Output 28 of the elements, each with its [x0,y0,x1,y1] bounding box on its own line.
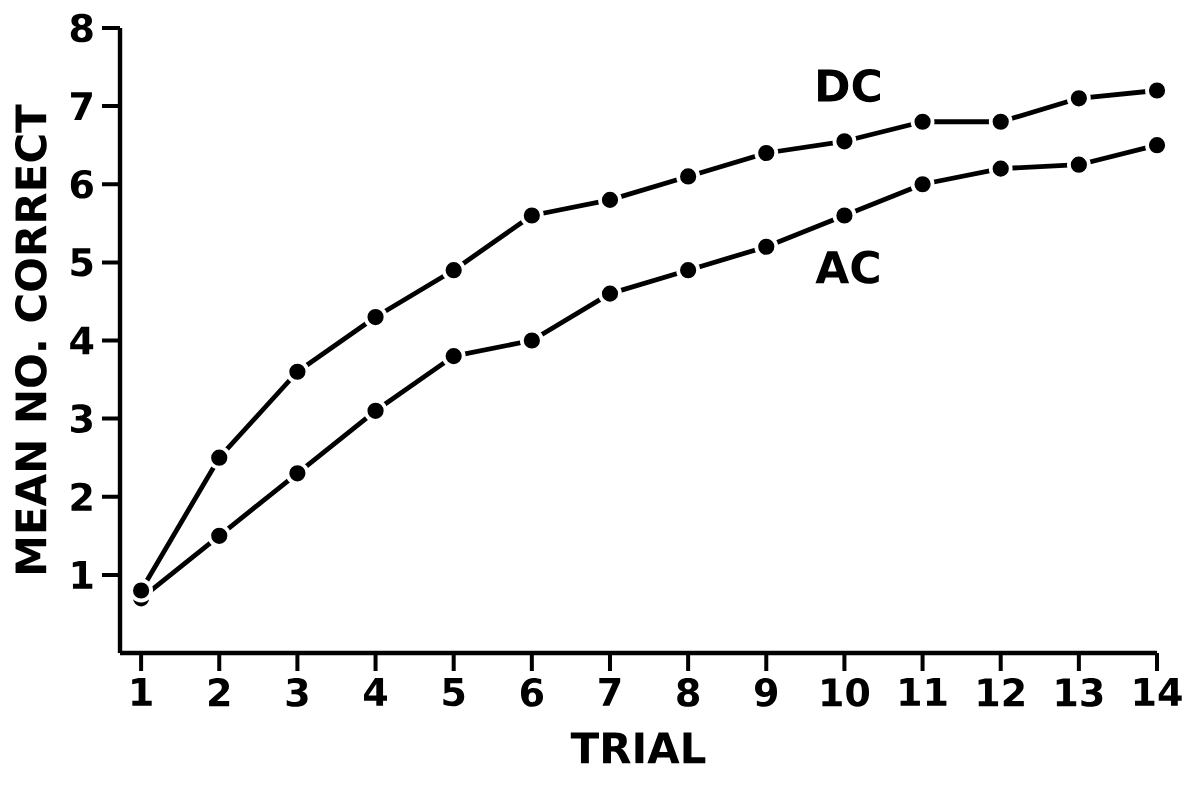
x-tick-label: 12 [978,678,1024,707]
x-tick-label: 2 [209,678,230,707]
point [285,461,310,486]
x-tick-label: 3 [286,678,308,707]
x-tick-label: 1 [132,678,152,706]
x-tick-label: 9 [755,678,778,707]
x-tick-label: 14 [1134,678,1182,706]
x-tick-label: 13 [1056,678,1103,707]
x-tick-label: 4 [364,678,388,706]
y-tick-label: 4 [70,326,94,355]
x-tick-label: 6 [520,678,544,707]
y-tick-label: 3 [71,404,92,433]
x-axis-title: TRIAL [570,732,706,764]
y-axis-title: MEAN NO. CORRECT [15,104,47,573]
point [207,523,232,548]
x-tick-label: 7 [599,678,621,706]
x-tick-label: 10 [822,678,870,707]
y-tick-label: 1 [72,561,93,589]
y-tick-label: 8 [70,13,93,43]
y-tick-label: 2 [71,482,92,511]
series-label: DC [818,68,881,103]
y-tick-label: 5 [71,248,93,277]
series-label: AC [815,250,879,284]
x-tick-label: 5 [443,678,465,707]
x-tick-label: 8 [677,678,699,707]
x-tick-label: 11 [900,678,947,706]
y-tick-label: 7 [71,92,92,120]
y-tick-label: 6 [70,169,93,199]
